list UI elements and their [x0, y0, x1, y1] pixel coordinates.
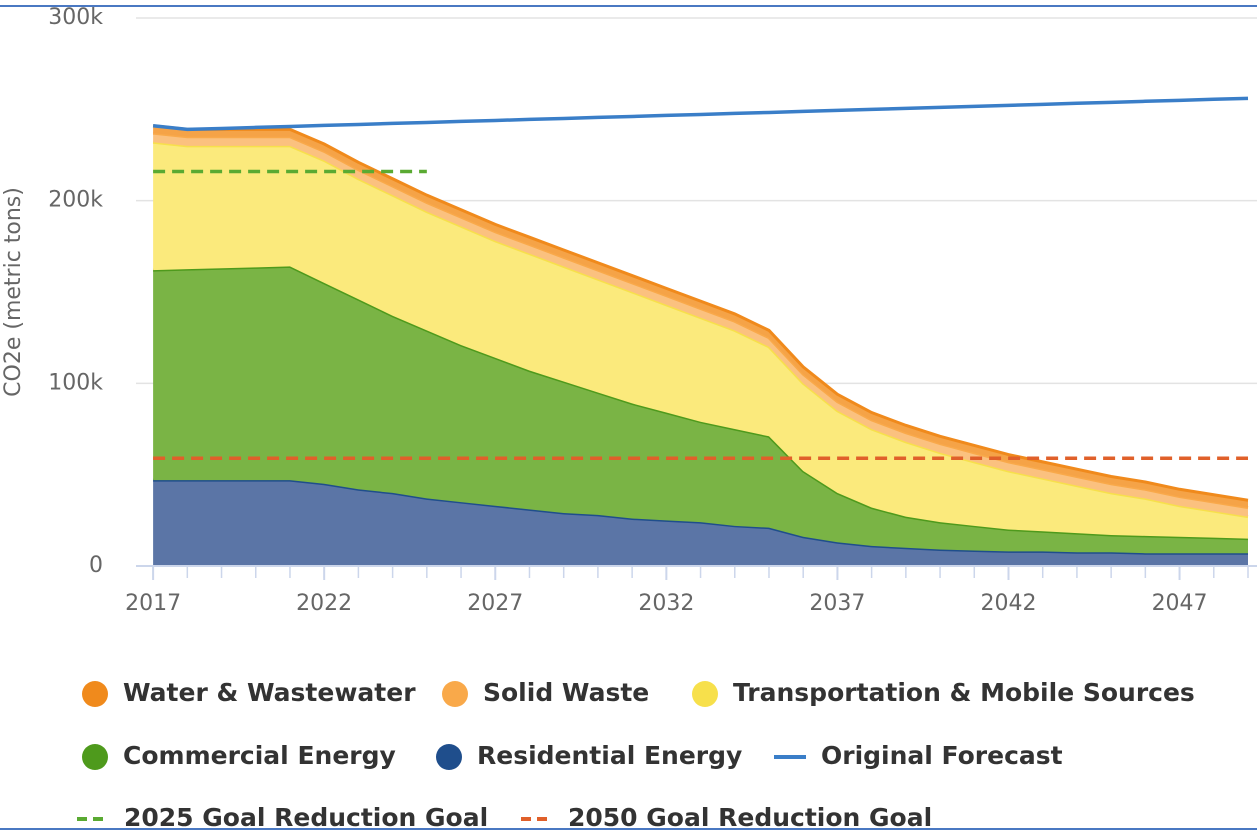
legend-label: Solid Waste: [483, 678, 649, 707]
y-tick-label: 100k: [48, 370, 103, 395]
x-tick-label: 2037: [809, 591, 865, 616]
x-tick-label: 2047: [1152, 591, 1208, 616]
forecast-line: [152, 96, 1249, 132]
y-tick-label: 200k: [48, 188, 103, 213]
area-fill: [153, 142, 1249, 539]
area-fill: [153, 266, 1249, 554]
y-tick-label: 300k: [48, 5, 103, 30]
x-tick-label: 2032: [638, 591, 694, 616]
legend-label: 2050 Goal Reduction Goal: [568, 803, 932, 831]
legend-swatch: [82, 744, 108, 770]
legend-swatch: [692, 681, 718, 707]
x-tick-label: 2027: [467, 591, 523, 616]
legend-label: 2025 Goal Reduction Goal: [124, 803, 488, 831]
legend-label: Water & Wastewater: [123, 678, 416, 707]
x-tick-label: 2017: [125, 591, 181, 616]
legend-label: Original Forecast: [821, 741, 1063, 770]
y-tick-label: 0: [89, 553, 103, 578]
legend-swatch: [442, 681, 468, 707]
y-axis-label: CO2e (metric tons): [1, 187, 26, 397]
x-tick-label: 2042: [980, 591, 1036, 616]
legend-label: Commercial Energy: [123, 741, 396, 770]
legend-label: Transportation & Mobile Sources: [733, 678, 1195, 707]
x-tick-label: 2022: [296, 591, 352, 616]
area-edge: [152, 124, 1249, 502]
legend-label: Residential Energy: [477, 741, 742, 770]
legend-swatch: [436, 744, 462, 770]
legend-swatch: [82, 681, 108, 707]
